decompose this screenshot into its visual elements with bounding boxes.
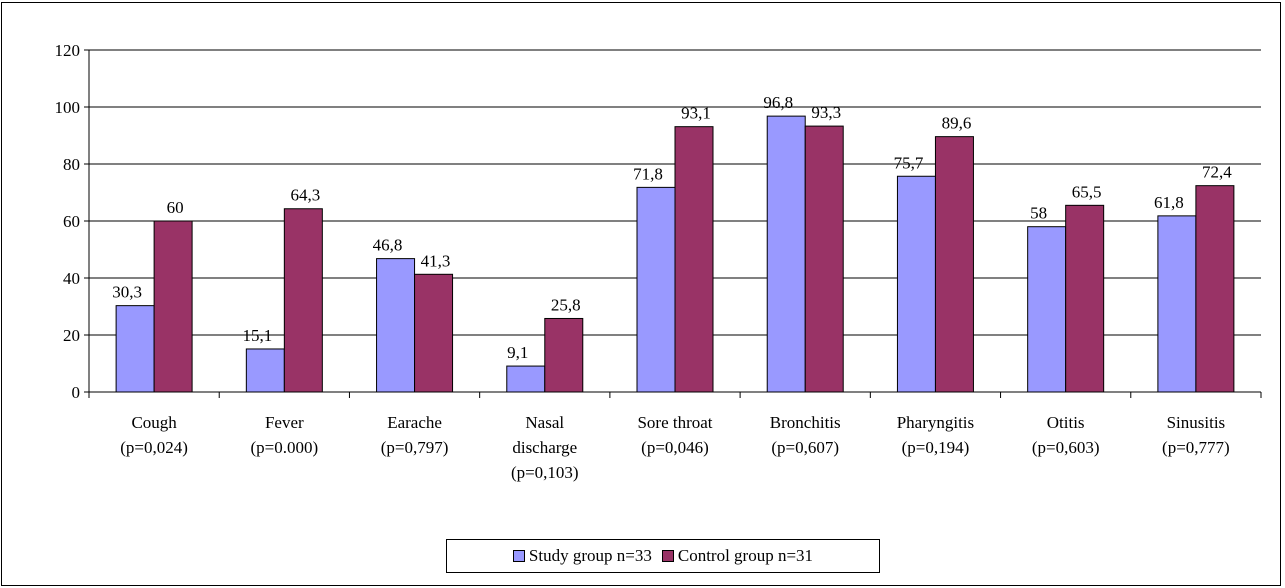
y-tick-label-40: 40 [63, 269, 80, 288]
y-tick-label-80: 80 [63, 155, 80, 174]
data-label-study-7: 58 [1030, 204, 1047, 223]
legend-item-study: Study group n=33 [512, 546, 652, 566]
data-label-study-0: 30,3 [112, 283, 142, 302]
data-label-control-4: 93,1 [681, 104, 711, 123]
bar-control-4 [674, 126, 714, 393]
x-category-label-2-1: (p=0,797) [381, 438, 449, 457]
bar-study-7 [1027, 226, 1067, 393]
bar-control-7 [1065, 204, 1105, 393]
y-tick-label-20: 20 [63, 326, 80, 345]
bar-control-6 [934, 136, 974, 393]
bar-study-4 [636, 186, 676, 393]
data-label-study-8: 61,8 [1154, 193, 1184, 212]
x-category-label-5-0: Bronchitis [770, 413, 841, 432]
bar-study-8 [1157, 215, 1197, 393]
x-category-label-4-0: Sore throat [637, 413, 712, 432]
data-label-control-3: 25,8 [551, 295, 581, 314]
data-label-control-7: 65,5 [1072, 182, 1102, 201]
bar-control-2 [414, 273, 454, 393]
data-label-study-6: 75,7 [894, 153, 924, 172]
bar-study-5 [766, 115, 806, 393]
x-category-label-6-1: (p=0,194) [902, 438, 970, 457]
x-category-label-2-0: Earache [387, 413, 442, 432]
x-category-label-5-1: (p=0,607) [771, 438, 839, 457]
bar-chart: 0 20 40 60 80 100 120 30,3 60 Cough (p=0,024) 15,1 6… [55, 41, 1262, 482]
legend: Study group n=33 Control group n=31 [446, 539, 880, 573]
data-label-study-4: 71,8 [633, 164, 663, 183]
data-label-control-6: 89,6 [942, 114, 972, 133]
x-category-label-1-0: Fever [265, 413, 304, 432]
data-label-study-1: 15,1 [242, 326, 272, 345]
x-category-label-7-0: Otitis [1047, 413, 1085, 432]
y-tick-label-100: 100 [55, 98, 81, 117]
legend-swatch-control [661, 550, 674, 562]
y-tick-label-120: 120 [55, 41, 81, 60]
data-label-control-5: 93,3 [811, 103, 841, 122]
bar-study-3 [506, 365, 546, 393]
x-category-label-3-2: (p=0,103) [511, 463, 579, 482]
legend-label-study: Study group n=33 [528, 546, 652, 565]
bar-study-2 [376, 258, 416, 393]
legend-label-control: Control group n=31 [677, 546, 814, 565]
bar-control-1 [283, 208, 323, 393]
x-category-label-4-1: (p=0,046) [641, 438, 709, 457]
bar-control-8 [1195, 185, 1235, 393]
x-category-label-8-1: (p=0,777) [1162, 438, 1230, 457]
data-label-control-2: 41,3 [421, 251, 451, 270]
bar-study-0 [115, 305, 155, 393]
x-category-label-3-1: discharge [512, 438, 577, 457]
x-category-label-1-1: (p=0.000) [250, 438, 318, 457]
y-tick-label-60: 60 [63, 212, 80, 231]
x-category-label-0-1: (p=0,024) [120, 438, 188, 457]
x-category-label-6-0: Pharyngitis [897, 413, 974, 432]
data-label-study-3: 9,1 [507, 343, 528, 362]
bar-control-3 [544, 317, 584, 393]
x-category-label-7-1: (p=0,603) [1032, 438, 1100, 457]
data-label-control-1: 64,3 [290, 186, 320, 205]
x-category-label-3-0: Nasal [525, 413, 564, 432]
legend-item-control: Control group n=31 [661, 546, 814, 566]
bar-study-6 [896, 175, 936, 393]
x-category-label-0-0: Cough [131, 413, 177, 432]
bar-control-0 [153, 220, 193, 393]
data-label-control-8: 72,4 [1202, 163, 1232, 182]
y-tick-label-0: 0 [72, 383, 81, 402]
x-category-label-8-0: Sinusitis [1167, 413, 1226, 432]
data-label-study-5: 96,8 [763, 93, 793, 112]
bar-control-5 [804, 125, 844, 393]
data-label-control-0: 60 [167, 198, 184, 217]
bar-study-1 [245, 348, 285, 393]
legend-swatch-study [512, 550, 525, 562]
data-label-study-2: 46,8 [373, 236, 403, 255]
